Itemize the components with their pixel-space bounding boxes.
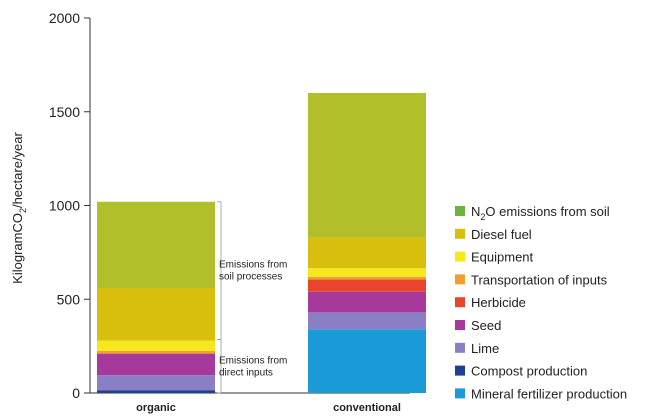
annotation-label: Emissions from: [219, 355, 287, 366]
x-tick-label: organic: [136, 402, 176, 414]
bar-segment: [308, 279, 426, 292]
bar-segment: [97, 390, 215, 393]
bar-segment: [97, 350, 215, 354]
legend-label: Equipment: [471, 250, 534, 265]
legend-item: Diesel fuel: [455, 227, 532, 242]
legend: N2O emissions from soil Diesel fuel Equipm…: [455, 204, 627, 401]
legend-swatch: [455, 251, 465, 262]
bar-conventional: [308, 93, 426, 393]
bar-segment: [308, 291, 426, 313]
bar-segment: [308, 268, 426, 277]
annotation-label: soil processes: [219, 272, 282, 283]
bar-segment: [97, 353, 215, 376]
bar-segment: [97, 288, 215, 341]
legend-swatch: [455, 228, 465, 239]
legend-item: N2O emissions from soil: [455, 204, 610, 222]
legend-item: Herbicide: [455, 295, 526, 310]
bar-segment: [308, 276, 426, 280]
legend-swatch: [455, 320, 465, 330]
legend-swatch: [455, 365, 465, 376]
legend-swatch: [455, 388, 465, 399]
x-axis: organic conventional: [90, 392, 410, 414]
legend-swatch: [455, 342, 465, 353]
bars: [97, 93, 426, 393]
legend-label: Mineral fertilizer production: [471, 386, 627, 401]
bar-segment: [308, 93, 426, 238]
legend-item: Compost production: [455, 364, 587, 379]
y-axis-label: KilogramCO2/hectare/year: [10, 131, 28, 283]
y-tick-label: 1500: [49, 104, 80, 120]
legend-label: N2O emissions from soil: [471, 204, 610, 222]
bar-segment: [308, 312, 426, 330]
legend-item: Lime: [455, 341, 499, 356]
y-tick-label: 1000: [49, 198, 80, 214]
y-tick-label: 2000: [49, 10, 80, 26]
bar-organic: [97, 201, 215, 393]
y-tick-label: 500: [57, 291, 81, 307]
legend-swatch: [455, 206, 465, 216]
legend-item: Seed: [455, 318, 501, 333]
bar-segment: [308, 329, 426, 393]
bar-segment: [97, 375, 215, 391]
bar-segment: [308, 237, 426, 269]
y-axis: 0 500 1000 1500 2000: [49, 10, 91, 401]
legend-item: Equipment: [455, 250, 534, 265]
legend-swatch: [455, 297, 465, 308]
legend-item: Transportation of inputs: [455, 272, 608, 287]
legend-label: Seed: [471, 318, 501, 333]
legend-label: Compost production: [471, 364, 587, 379]
x-tick-label: conventional: [333, 402, 401, 414]
legend-label: Diesel fuel: [471, 227, 532, 242]
bar-segment: [97, 340, 215, 351]
legend-label: Lime: [471, 341, 499, 356]
y-tick-label: 0: [72, 385, 80, 401]
legend-item: Mineral fertilizer production: [455, 386, 627, 401]
legend-swatch: [455, 274, 465, 285]
bar-segment: [97, 201, 215, 288]
legend-label: Herbicide: [471, 295, 526, 310]
legend-label: Transportation of inputs: [471, 272, 608, 287]
annotation-label: Emissions from: [219, 260, 287, 271]
annotation-label: direct inputs: [219, 367, 273, 378]
